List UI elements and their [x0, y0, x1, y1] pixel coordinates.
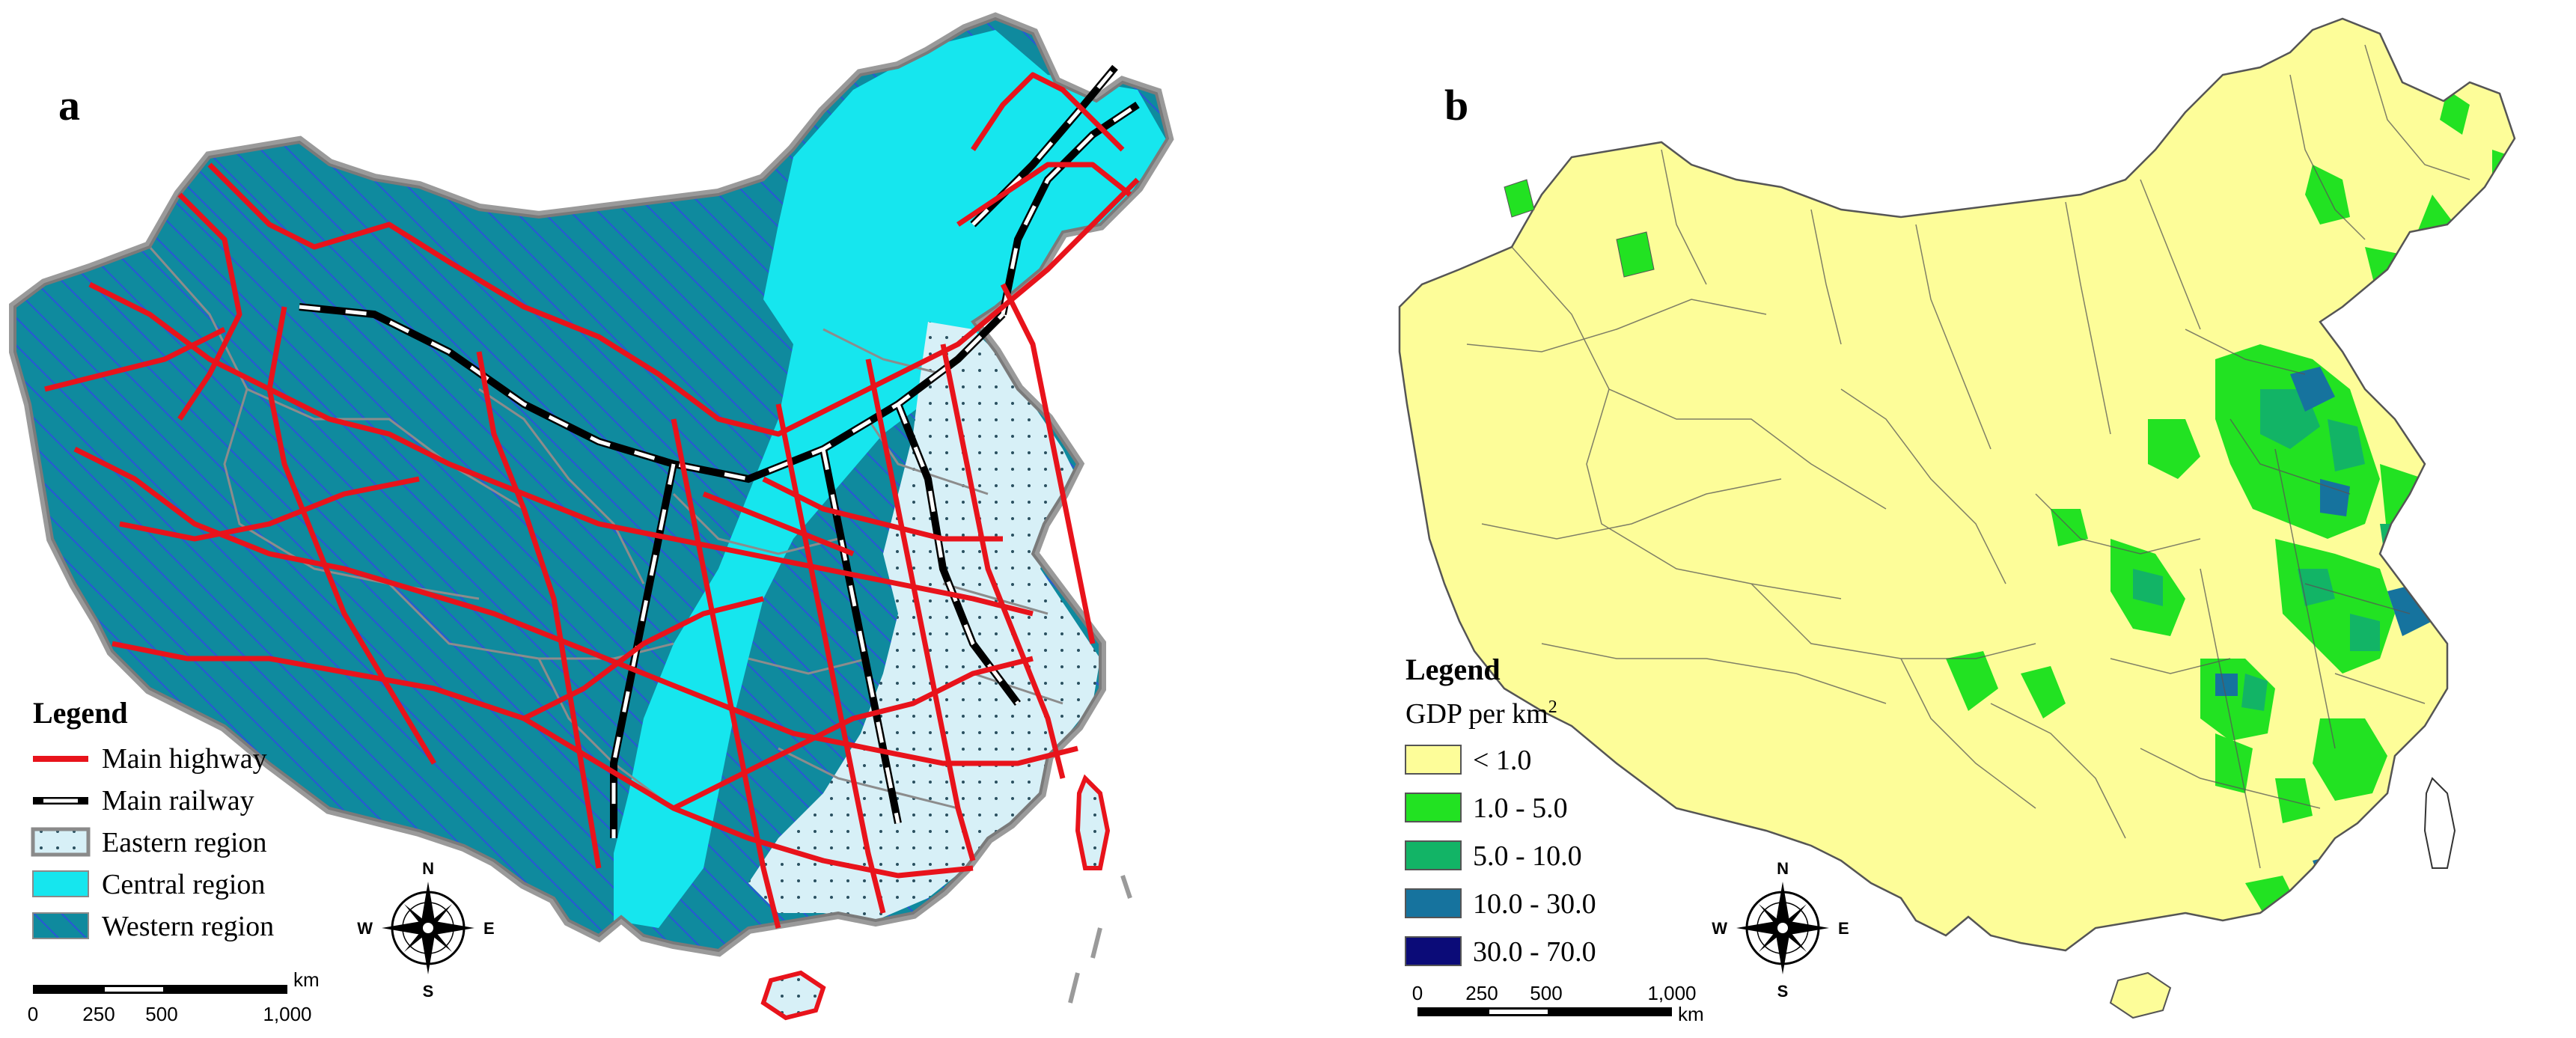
legend-label-railway: Main railway	[102, 785, 254, 816]
scale-tick-0-b: 0	[1412, 982, 1423, 1004]
compass-e: E	[483, 919, 495, 938]
legend-label-central: Central region	[102, 869, 265, 900]
scale-tick-0: 0	[28, 1003, 38, 1025]
class-label-5-10: 5.0 - 10.0	[1473, 840, 1582, 872]
western-swatch	[32, 912, 89, 939]
panel-letter-a: a	[58, 81, 80, 129]
scale-tick-500: 500	[145, 1003, 177, 1025]
scale-bar-b: 0 250 500 1,000 km	[1412, 982, 1704, 1025]
scale-bar-a: 0 250 500 1,000 km	[28, 968, 320, 1025]
scale-tick-250-b: 250	[1465, 982, 1498, 1004]
class-label-1-5: 1.0 - 5.0	[1473, 793, 1568, 824]
legend-label-western: Western region	[102, 911, 274, 942]
class-swatch-10-30	[1405, 888, 1462, 918]
compass-w: W	[357, 919, 373, 938]
compass-w-b: W	[1712, 919, 1727, 938]
class-label-30-70: 30.0 - 70.0	[1473, 936, 1596, 968]
class-swatch-1-5	[1405, 793, 1462, 822]
legend-title-b: Legend	[1405, 653, 1501, 686]
compass-n: N	[422, 859, 434, 878]
gdp-30-70-areas	[2429, 587, 2455, 621]
region-map-svg: a Legend Main highway Main railway Easte…	[0, 0, 1272, 1025]
map-panel-b: b Legend GDP per km2 < 1.0 1.0 - 5.0 5.0…	[1392, 0, 2576, 1038]
central-swatch	[32, 870, 89, 897]
class-label-10-30: 10.0 - 30.0	[1473, 888, 1596, 920]
legend-b: Legend GDP per km2 < 1.0 1.0 - 5.0 5.0 -…	[1405, 653, 1596, 968]
legend-a: Legend Main highway Main railway Eastern…	[31, 696, 274, 942]
compass-n-b: N	[1777, 859, 1789, 878]
legend-label-eastern: Eastern region	[102, 827, 267, 858]
eastern-swatch	[31, 827, 91, 857]
class-swatch-5-10	[1405, 840, 1462, 870]
compass-rose-a: N S E W	[357, 859, 494, 1001]
class-label-lt1: < 1.0	[1473, 745, 1531, 776]
class-swatch-lt1	[1405, 745, 1462, 775]
highway-network	[44, 72, 1140, 929]
panel-letter-b: b	[1444, 81, 1468, 129]
scale-tick-1000-b: 1,000	[1647, 982, 1696, 1004]
map-panel-a: a Legend Main highway Main railway Easte…	[0, 0, 1272, 1038]
class-swatch-30-70	[1405, 936, 1462, 966]
gdp-5-10-areas	[2133, 389, 2406, 711]
scale-tick-500-b: 500	[1530, 982, 1562, 1004]
legend-subtitle: GDP per km2	[1405, 697, 1557, 730]
legend-label-highway: Main highway	[102, 743, 267, 775]
compass-s: S	[423, 982, 434, 1001]
scale-unit: km	[293, 968, 320, 991]
gdp-map-svg: b Legend GDP per km2 < 1.0 1.0 - 5.0 5.0…	[1398, 17, 2516, 1025]
compass-s-b: S	[1777, 982, 1789, 1001]
scale-tick-1000: 1,000	[263, 1003, 311, 1025]
scale-tick-250: 250	[82, 1003, 115, 1025]
scale-unit-b: km	[1678, 1003, 1704, 1025]
compass-e-b: E	[1838, 919, 1849, 938]
legend-title: Legend	[33, 696, 128, 730]
compass-rose-b: N S E W	[1712, 859, 1849, 1001]
